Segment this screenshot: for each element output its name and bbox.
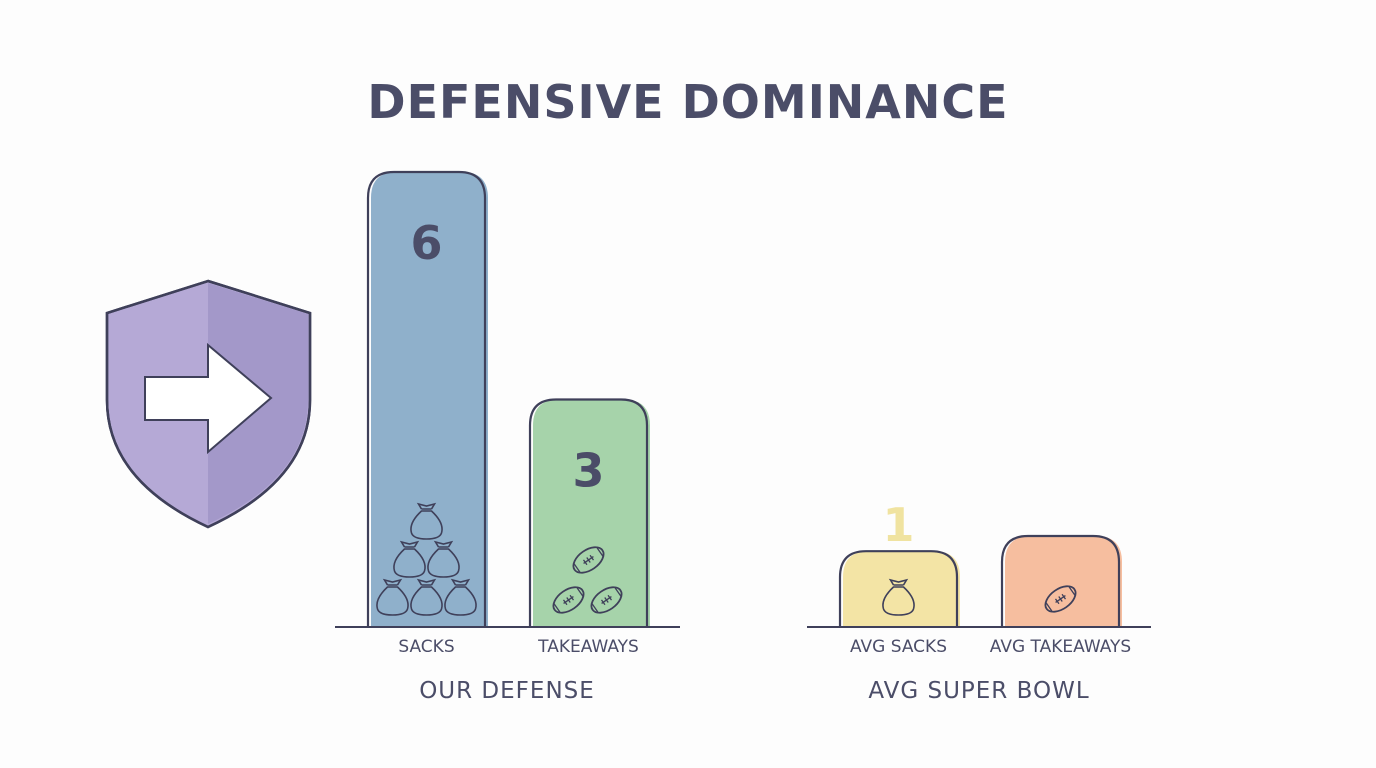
football-icon [590, 586, 623, 614]
sack-bag-icon [882, 578, 915, 616]
chart-title: DEFENSIVE DOMINANCE [367, 75, 1008, 129]
category-label: AVG TAKEAWAYS [990, 637, 1131, 657]
group-label-avg-super-bowl: AVG SUPER BOWL [868, 678, 1089, 704]
football-icon [572, 546, 605, 574]
category-label: TAKEAWAYS [537, 637, 639, 657]
sack-bag-icon [444, 578, 477, 616]
group-label-our-defense: OUR DEFENSE [419, 678, 595, 704]
category-label: AVG SACKS [850, 637, 947, 657]
bar-avg-takeaways [1000, 534, 1122, 627]
football-icon [1044, 585, 1077, 613]
bar-value-label: 6 [410, 216, 442, 270]
bar-value-label: 1 [882, 498, 914, 552]
category-label: SACKS [398, 637, 454, 657]
bar-value-label: 3 [572, 444, 604, 498]
sack-bag-icon [393, 540, 426, 578]
football-icon [552, 586, 585, 614]
sack-bag-icon [410, 578, 443, 616]
sack-bag-icon [427, 540, 460, 578]
bar-takeaways: 3 [528, 398, 650, 627]
bar-sacks: 6 [366, 170, 488, 627]
bar-avg-sacks: 1 [838, 498, 960, 627]
sack-bag-icon [376, 578, 409, 616]
sack-bag-icon [410, 502, 443, 540]
shield-arrow-icon [105, 279, 312, 529]
